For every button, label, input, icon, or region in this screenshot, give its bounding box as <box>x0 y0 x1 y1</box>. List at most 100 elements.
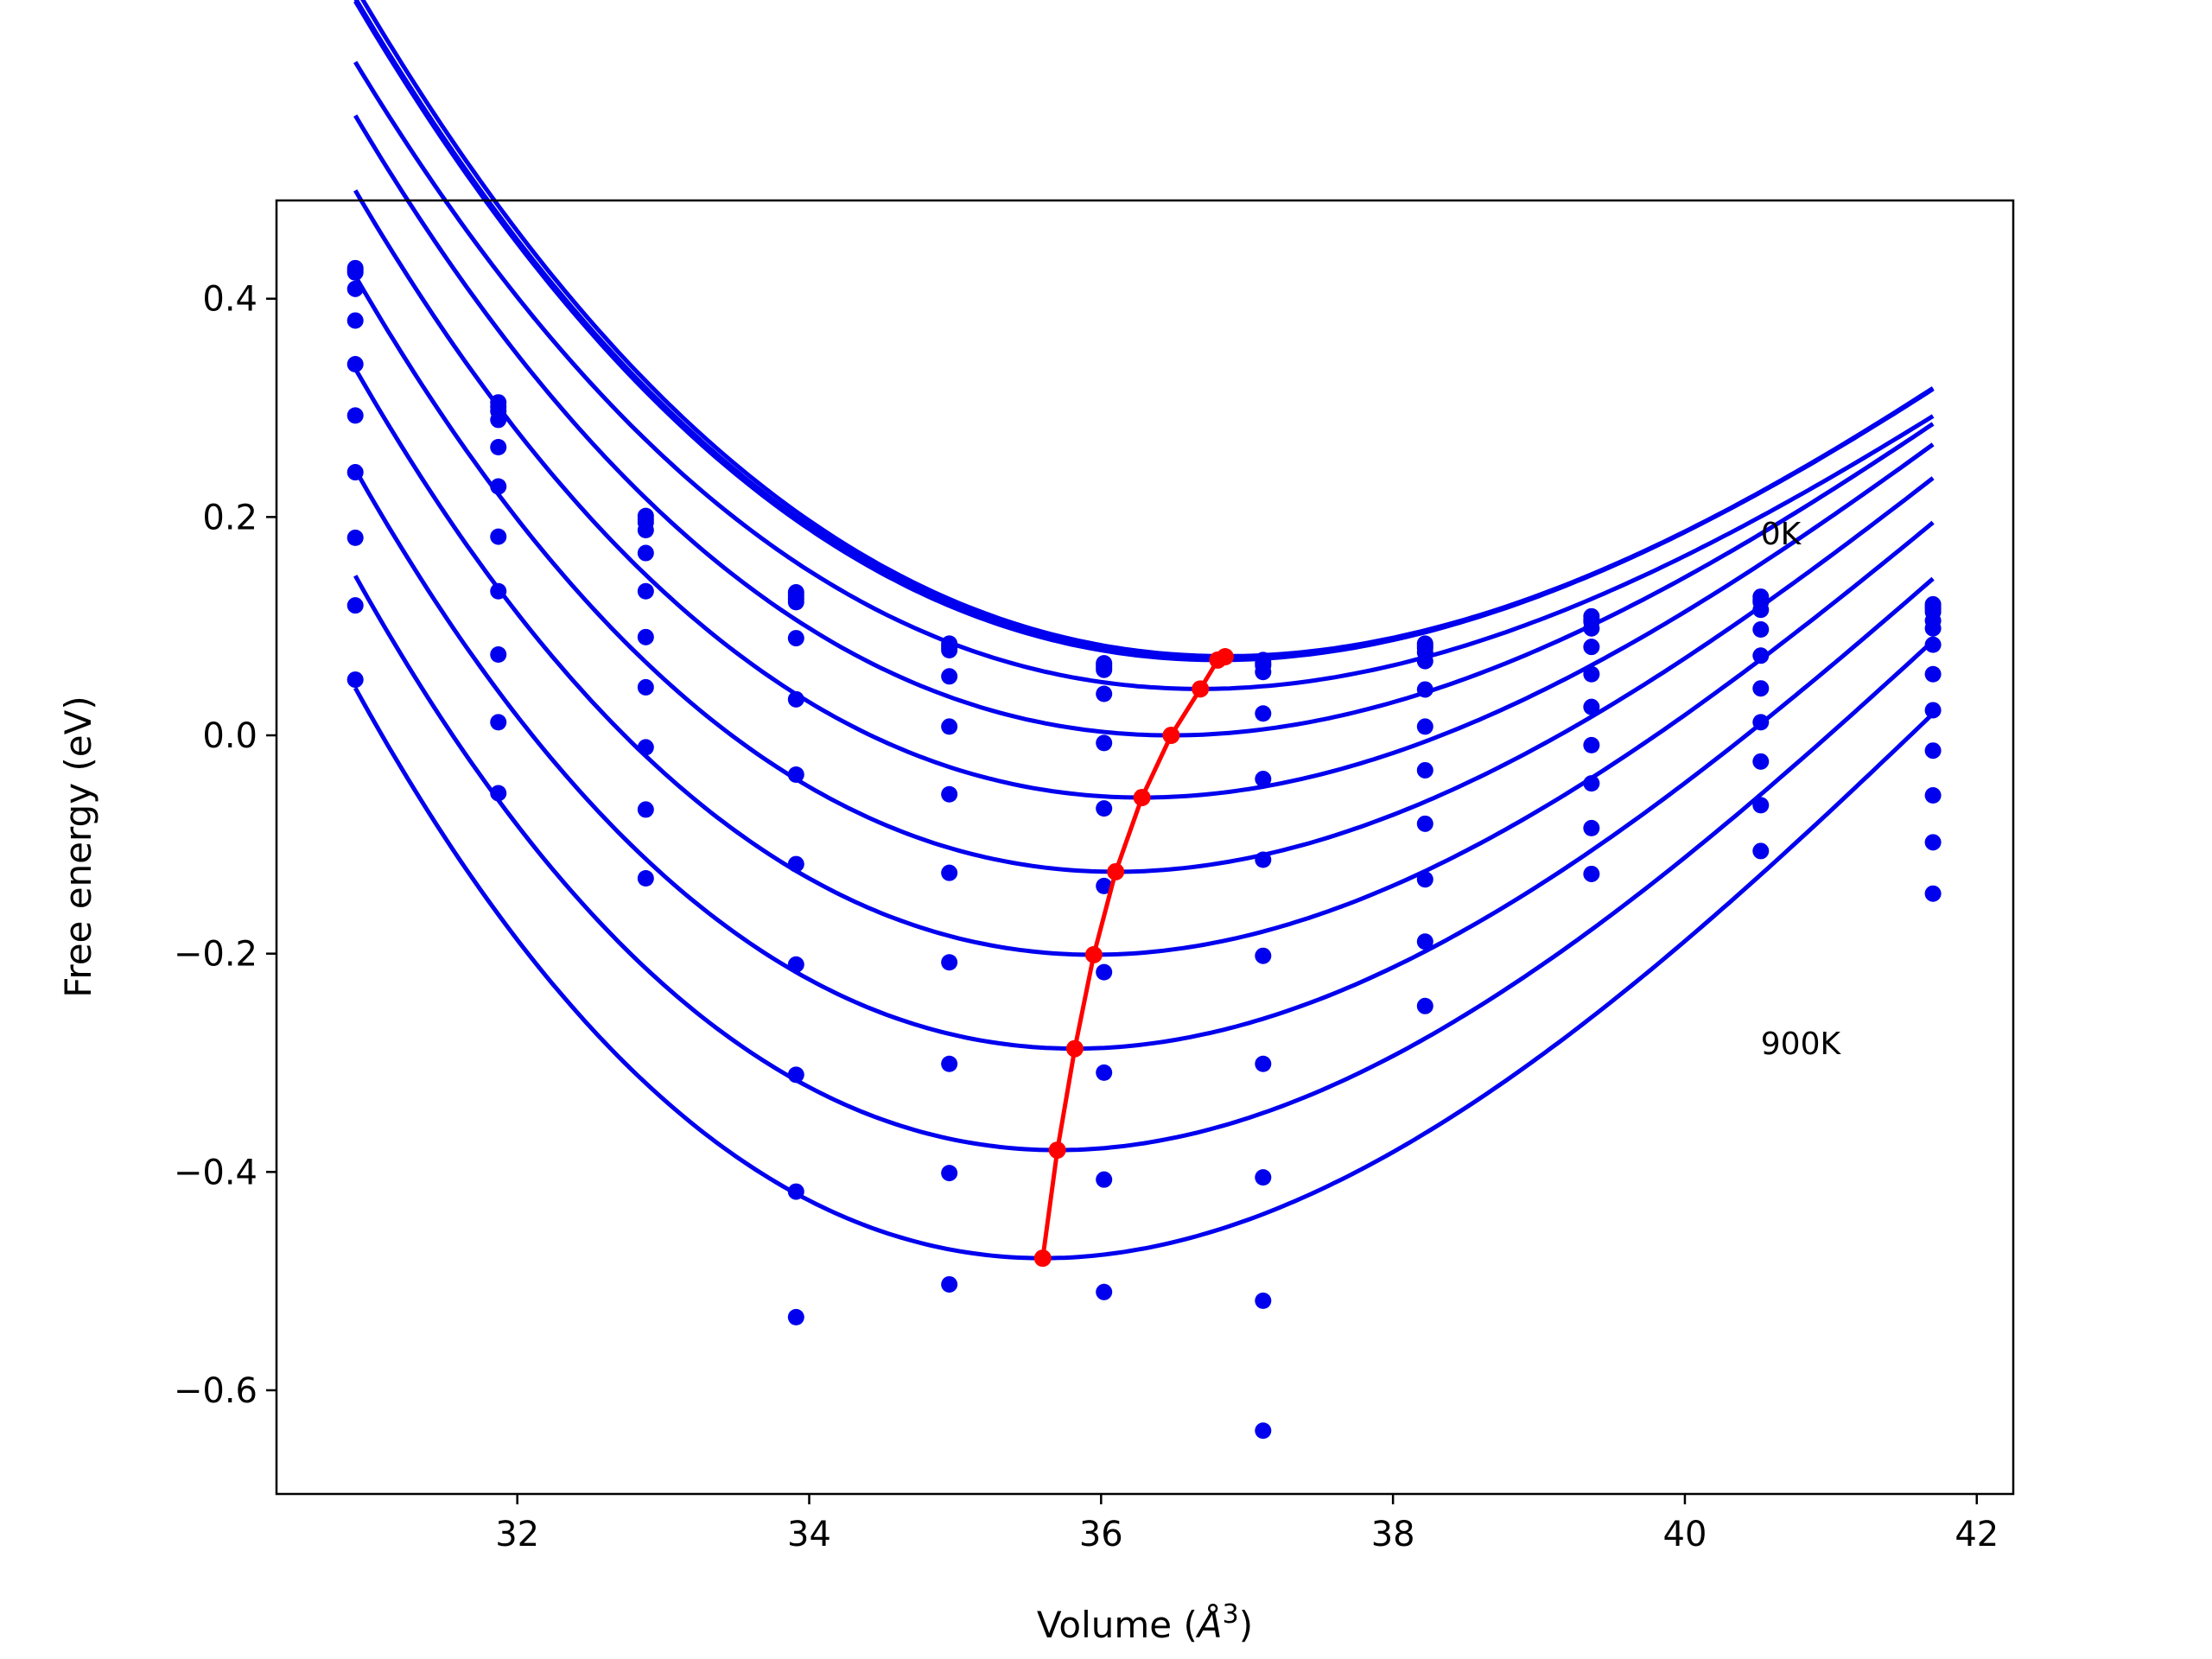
data-point <box>1924 834 1942 851</box>
data-point <box>941 1055 958 1072</box>
y-tick-label: −0.4 <box>174 1153 257 1192</box>
data-point <box>346 407 364 424</box>
data-point <box>1924 636 1942 653</box>
data-point <box>1752 601 1770 619</box>
data-point <box>787 1066 804 1084</box>
data-point <box>346 264 364 281</box>
data-point <box>637 739 654 756</box>
data-point <box>787 855 804 873</box>
data-point <box>941 954 958 971</box>
data-point <box>941 718 958 735</box>
y-tick-label: 0.0 <box>202 716 257 756</box>
data-point <box>346 671 364 689</box>
fit-curve-2 <box>353 0 1935 663</box>
x-axis-label: Volume (Å3) <box>1037 1599 1253 1647</box>
data-point <box>1255 771 1272 788</box>
data-point <box>787 956 804 973</box>
data-point <box>1583 865 1600 882</box>
data-point <box>1583 775 1600 792</box>
x-tick-label: 34 <box>787 1515 831 1554</box>
data-point <box>1096 1171 1113 1188</box>
data-point <box>1752 753 1770 770</box>
data-point <box>1096 800 1113 817</box>
data-point <box>1752 620 1770 638</box>
data-point <box>1583 819 1600 836</box>
fit-curve-10 <box>353 686 1935 1261</box>
data-point <box>1752 647 1770 664</box>
data-point <box>346 597 364 614</box>
data-point <box>346 312 364 329</box>
fit-curve-8 <box>353 468 1935 1052</box>
minimum-point <box>1192 680 1210 698</box>
data-point <box>941 641 958 658</box>
fit-curves <box>353 0 1935 1261</box>
data-point <box>1752 714 1770 731</box>
data-point <box>637 582 654 600</box>
plot-frame <box>275 199 2015 1496</box>
data-point <box>1752 797 1770 814</box>
data-point <box>1255 1292 1272 1309</box>
data-points <box>346 259 1942 1440</box>
data-point <box>490 785 507 802</box>
data-point <box>1416 933 1433 950</box>
annotation-0k: 0K <box>1761 517 1802 552</box>
annotation-900k: 900K <box>1761 1027 1842 1062</box>
data-point <box>787 690 804 708</box>
data-point <box>787 594 804 611</box>
data-point <box>941 1165 958 1182</box>
minima-line <box>1040 654 1226 1259</box>
minimum-point <box>1084 945 1103 963</box>
data-point <box>1583 736 1600 753</box>
data-point <box>1924 620 1942 637</box>
data-point <box>1096 734 1113 752</box>
x-tick-label: 36 <box>1079 1515 1123 1554</box>
data-point <box>637 628 654 645</box>
data-point <box>490 714 507 731</box>
data-point <box>1416 997 1433 1014</box>
x-tick-label: 42 <box>1955 1515 1999 1554</box>
data-point <box>941 785 958 803</box>
data-point <box>490 646 507 664</box>
fit-curve-7 <box>353 367 1935 957</box>
data-point <box>1416 871 1433 888</box>
minimum-point <box>1133 789 1151 807</box>
data-point <box>1924 885 1942 902</box>
data-point <box>637 678 654 696</box>
data-point <box>1096 661 1113 678</box>
data-point <box>346 355 364 372</box>
data-point <box>787 630 804 647</box>
data-point <box>1583 639 1600 656</box>
data-point <box>1255 1422 1272 1440</box>
data-point <box>346 280 364 297</box>
minimum-point <box>1107 862 1125 880</box>
data-point <box>490 528 507 545</box>
data-point <box>1583 698 1600 715</box>
x-tick-label: 40 <box>1663 1515 1707 1554</box>
data-point <box>1924 786 1942 804</box>
data-point <box>1255 705 1272 722</box>
x-tick-label: 32 <box>495 1515 539 1554</box>
data-point <box>490 439 507 456</box>
fit-curve-9 <box>353 575 1935 1153</box>
data-point <box>346 529 364 546</box>
data-point <box>1924 702 1942 719</box>
y-tick-label: 0.2 <box>202 498 257 537</box>
data-point <box>1416 681 1433 698</box>
data-point <box>490 411 507 429</box>
data-point <box>1924 665 1942 683</box>
minimum-point <box>1048 1141 1066 1160</box>
data-point <box>637 870 654 887</box>
minimum-point <box>1162 727 1180 745</box>
axes: 32 34 36 38 40 42 −0.6 −0.4 −0.2 0.0 0.2 0.4 <box>174 280 1999 1554</box>
fit-curve-6 <box>353 275 1935 874</box>
data-point <box>941 668 958 685</box>
data-point <box>637 801 654 818</box>
data-point <box>1416 761 1433 779</box>
data-point <box>637 522 654 539</box>
data-point <box>1416 815 1433 832</box>
data-point <box>941 1275 958 1293</box>
y-tick-label: −0.2 <box>174 935 257 975</box>
fit-curve-4 <box>353 114 1935 738</box>
data-point <box>1096 685 1113 702</box>
